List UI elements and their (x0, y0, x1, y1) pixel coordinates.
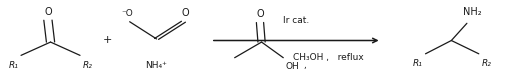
Text: O: O (256, 9, 264, 19)
Text: CH₃OH ,   reflux: CH₃OH , reflux (293, 53, 363, 62)
Text: NH₂: NH₂ (463, 7, 482, 17)
Text: R₂: R₂ (83, 61, 93, 70)
Text: +: + (103, 35, 112, 46)
Text: R₁: R₁ (413, 59, 423, 68)
Text: R₂: R₂ (482, 59, 491, 68)
Text: O: O (44, 7, 52, 17)
Text: NH₄⁺: NH₄⁺ (146, 61, 167, 70)
Text: OH: OH (285, 62, 299, 71)
Text: ⁻O: ⁻O (121, 9, 133, 18)
Text: R₁: R₁ (8, 61, 18, 70)
Text: O: O (181, 8, 189, 18)
Text: Ir cat.: Ir cat. (283, 16, 309, 25)
Text: ,: , (303, 61, 306, 70)
